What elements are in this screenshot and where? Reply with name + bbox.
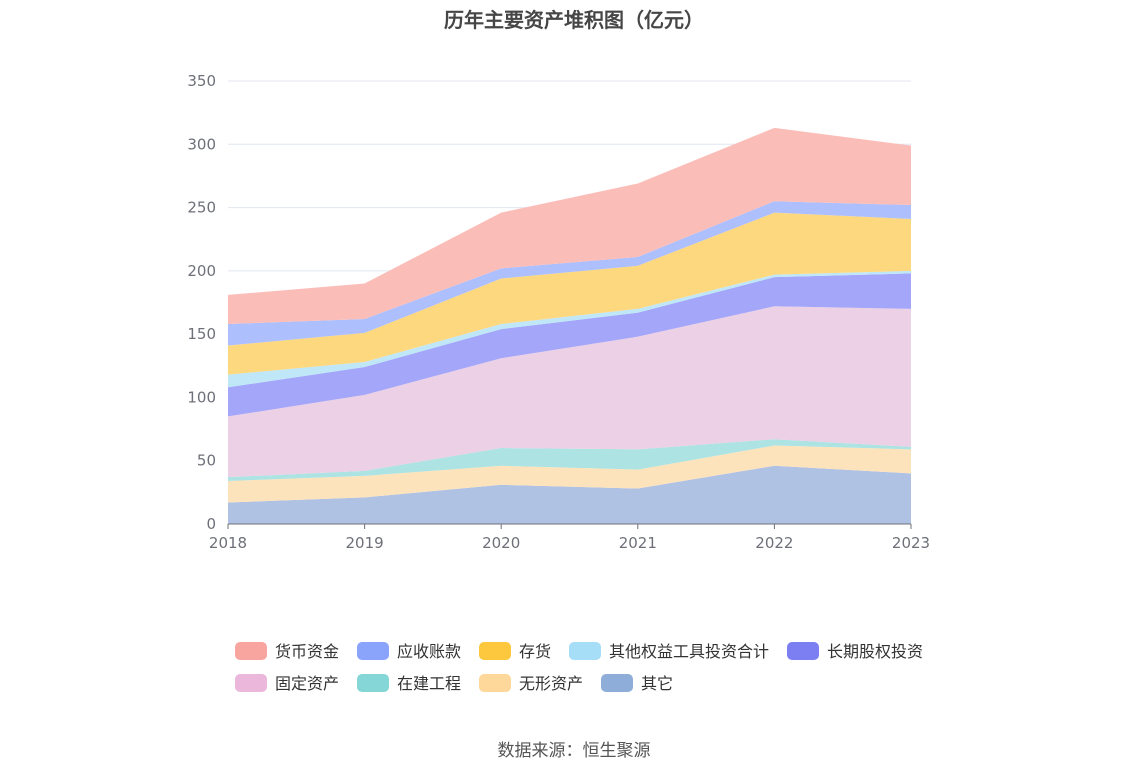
legend-item[interactable]: 无形资产 bbox=[479, 674, 583, 693]
y-tick-label: 350 bbox=[187, 72, 216, 90]
x-tick-label: 2019 bbox=[346, 534, 384, 552]
y-tick-label: 300 bbox=[187, 135, 216, 153]
area-series-2 bbox=[228, 439, 911, 481]
y-tick-label: 100 bbox=[187, 388, 216, 406]
area-series-7 bbox=[228, 201, 911, 346]
area-series-3 bbox=[228, 306, 911, 478]
y-tick-label: 50 bbox=[197, 452, 216, 470]
legend-label: 固定资产 bbox=[275, 674, 339, 693]
legend-swatch bbox=[479, 674, 511, 692]
legend-swatch bbox=[787, 642, 819, 660]
legend-label: 其它 bbox=[641, 674, 673, 693]
legend-swatch bbox=[235, 642, 267, 660]
legend-label: 货币资金 bbox=[275, 642, 339, 661]
legend-swatch bbox=[479, 642, 511, 660]
legend-label: 存货 bbox=[519, 642, 551, 661]
x-tick-label: 2023 bbox=[892, 534, 930, 552]
area-series-0 bbox=[228, 465, 911, 524]
legend-swatch bbox=[357, 642, 389, 660]
y-tick-label: 150 bbox=[187, 325, 216, 343]
x-tick-label: 2021 bbox=[619, 534, 657, 552]
legend-label: 无形资产 bbox=[519, 674, 583, 693]
legend-item[interactable]: 存货 bbox=[479, 642, 551, 661]
area-series bbox=[228, 127, 911, 524]
legend-swatch bbox=[601, 674, 633, 692]
area-series-8 bbox=[228, 127, 911, 325]
area-series-6 bbox=[228, 212, 911, 375]
legend-swatch bbox=[235, 674, 267, 692]
area-series-1 bbox=[228, 445, 911, 503]
legend-item[interactable]: 其它 bbox=[601, 674, 673, 693]
chart-title: 历年主要资产堆积图（亿元） bbox=[444, 8, 704, 32]
y-tick-label: 200 bbox=[187, 262, 216, 280]
legend-label: 应收账款 bbox=[397, 642, 461, 661]
legend-swatch bbox=[569, 642, 601, 660]
legend-item[interactable]: 在建工程 bbox=[357, 674, 461, 693]
area-series-4 bbox=[228, 273, 911, 417]
legend-label: 在建工程 bbox=[397, 674, 461, 693]
legend-item[interactable]: 应收账款 bbox=[357, 642, 461, 661]
legend-item[interactable]: 货币资金 bbox=[235, 642, 339, 661]
y-tick-label: 250 bbox=[187, 199, 216, 217]
legend-item[interactable]: 长期股权投资 bbox=[787, 642, 923, 661]
x-tick-label: 2022 bbox=[755, 534, 793, 552]
y-tick-label: 0 bbox=[206, 515, 216, 533]
legend-label: 长期股权投资 bbox=[827, 642, 923, 661]
legend-label: 其他权益工具投资合计 bbox=[609, 642, 769, 661]
legend-item[interactable]: 其他权益工具投资合计 bbox=[569, 642, 769, 661]
x-tick-label: 2020 bbox=[482, 534, 520, 552]
data-source-note: 数据来源：恒生聚源 bbox=[497, 741, 651, 761]
area-series-5 bbox=[228, 270, 911, 388]
axes: 0 50 100 150 200 250 300 350 2018 2019 2020 2021 202… bbox=[187, 72, 930, 552]
x-tick-label: 2018 bbox=[209, 534, 247, 552]
legend-item[interactable]: 固定资产 bbox=[235, 674, 339, 693]
legend-swatch bbox=[357, 674, 389, 692]
